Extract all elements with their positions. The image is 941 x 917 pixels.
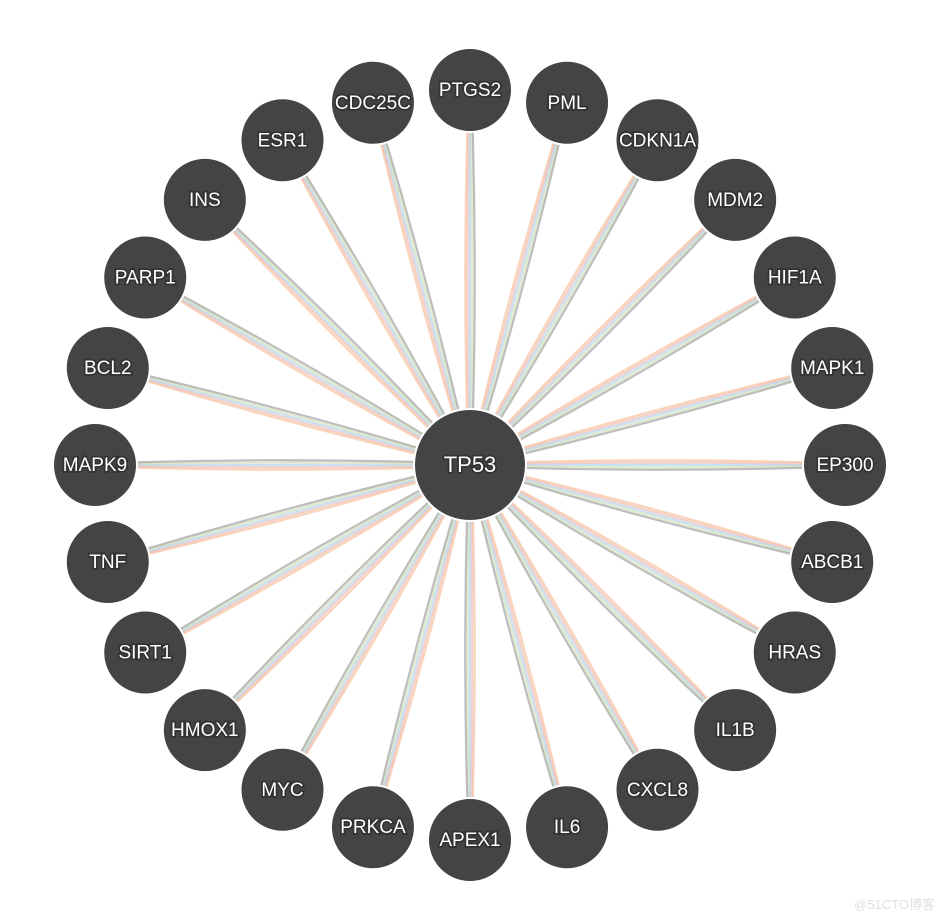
gene-node-label: ESR1	[258, 130, 308, 151]
gene-node-label: TNF	[89, 552, 126, 573]
gene-node-apex1[interactable]: APEX1	[428, 798, 512, 882]
gene-node-label: TP53	[444, 452, 497, 477]
gene-node-ptgs2[interactable]: PTGS2	[428, 48, 512, 132]
gene-node-center[interactable]: TP53	[414, 409, 526, 521]
gene-node-label: PRKCA	[340, 817, 406, 838]
gene-node-ins[interactable]: INS	[163, 158, 247, 242]
gene-node-label: MDM2	[707, 190, 763, 211]
gene-node-label: HMOX1	[171, 720, 239, 741]
gene-node-ep300[interactable]: EP300	[803, 423, 887, 507]
gene-node-hmox1[interactable]: HMOX1	[163, 688, 247, 772]
gene-node-hif1a[interactable]: HIF1A	[753, 236, 837, 320]
gene-node-myc[interactable]: MYC	[241, 748, 325, 832]
gene-node-esr1[interactable]: ESR1	[241, 98, 325, 182]
gene-node-label: MYC	[261, 780, 303, 801]
gene-node-label: SIRT1	[118, 643, 172, 664]
gene-node-mdm2[interactable]: MDM2	[693, 158, 777, 242]
gene-node-label: PARP1	[115, 268, 176, 289]
gene-node-label: CXCL8	[627, 780, 688, 801]
gene-node-parp1[interactable]: PARP1	[103, 236, 187, 320]
gene-node-label: HRAS	[768, 643, 821, 664]
gene-node-bcl2[interactable]: BCL2	[66, 326, 150, 410]
gene-node-cdc25c[interactable]: CDC25C	[331, 61, 415, 145]
gene-node-label: ABCB1	[801, 552, 863, 573]
gene-node-pml[interactable]: PML	[525, 61, 609, 145]
gene-node-label: IL1B	[716, 720, 755, 741]
gene-node-label: CDC25C	[335, 93, 411, 114]
gene-node-label: MAPK1	[800, 358, 864, 379]
gene-node-label: APEX1	[439, 830, 500, 851]
gene-node-il1b[interactable]: IL1B	[693, 688, 777, 772]
gene-node-mapk9[interactable]: MAPK9	[53, 423, 137, 507]
gene-node-tnf[interactable]: TNF	[66, 520, 150, 604]
gene-node-cxcl8[interactable]: CXCL8	[616, 748, 700, 832]
gene-node-hras[interactable]: HRAS	[753, 611, 837, 695]
gene-node-sirt1[interactable]: SIRT1	[103, 611, 187, 695]
gene-node-cdkn1a[interactable]: CDKN1A	[616, 98, 700, 182]
gene-node-label: MAPK9	[63, 455, 127, 476]
gene-node-il6[interactable]: IL6	[525, 785, 609, 869]
gene-node-label: PTGS2	[439, 80, 501, 101]
gene-node-label: BCL2	[84, 358, 132, 379]
gene-network-diagram: PTGS2 PML CDKN1A MDM2 HIF1A MAPK1 EP300 ABCB1 HR…	[0, 0, 941, 917]
gene-node-label: HIF1A	[768, 268, 822, 289]
gene-node-label: IL6	[554, 817, 580, 838]
gene-node-mapk1[interactable]: MAPK1	[790, 326, 874, 410]
gene-node-label: PML	[548, 93, 587, 114]
gene-node-prkca[interactable]: PRKCA	[331, 785, 415, 869]
gene-node-label: CDKN1A	[619, 130, 696, 151]
gene-node-label: INS	[189, 190, 221, 211]
gene-node-label: EP300	[816, 455, 873, 476]
gene-node-abcb1[interactable]: ABCB1	[790, 520, 874, 604]
